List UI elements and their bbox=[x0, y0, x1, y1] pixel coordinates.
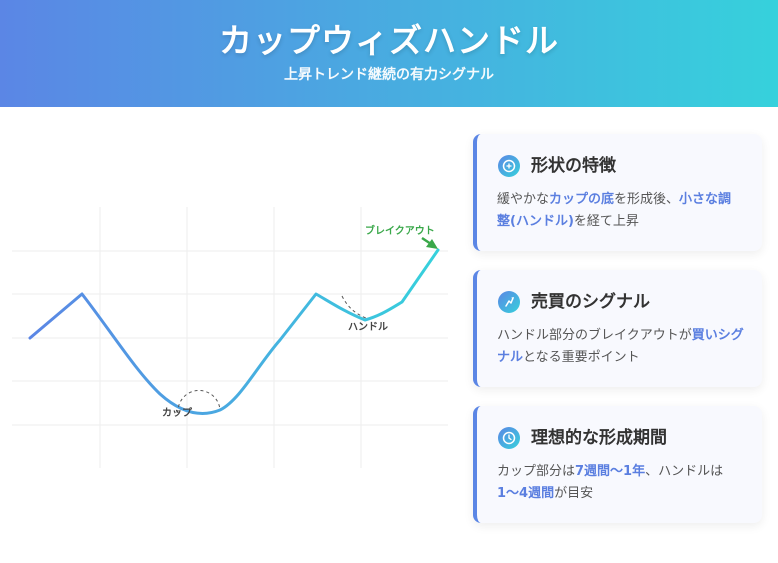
card-highlight: 小さな調整(ハンドル) bbox=[497, 192, 732, 229]
handle-arc bbox=[341, 295, 367, 319]
page-header: カップウィズハンドル 上昇トレンド継続の有力シグナル bbox=[0, 0, 778, 107]
signal-icon bbox=[498, 291, 520, 313]
card-highlight: 買いシグナル bbox=[497, 328, 744, 365]
page-title: カップウィズハンドル bbox=[219, 21, 559, 60]
card-text: ハンドル部分のブレイクアウトが bbox=[497, 328, 692, 343]
card-highlight: 7週間〜1年 bbox=[575, 464, 646, 479]
card-highlight: カップの底 bbox=[549, 192, 615, 207]
card-text: を経て上昇 bbox=[573, 214, 639, 229]
clock-icon bbox=[498, 427, 520, 449]
card-text: を形成後、 bbox=[614, 192, 680, 207]
cup-with-handle-diagram: ブレイクアウト ハンドル カップ bbox=[0, 107, 460, 559]
card-title: 売買のシグナル bbox=[531, 292, 650, 312]
card-text: 緩やかな bbox=[497, 192, 550, 207]
breakout-arrowhead bbox=[426, 239, 438, 249]
target-icon bbox=[498, 155, 520, 177]
page-subtitle: 上昇トレンド継続の有力シグナル bbox=[284, 67, 494, 83]
card-body: カップ部分は7週間〜1年、ハンドルは 1〜4週間が目安 bbox=[497, 461, 744, 505]
card-title: 理想的な形成期間 bbox=[531, 428, 667, 448]
card-shape-features: 形状の特徴 緩やかなカップの底を形成後、小さな調整(ハンドル)を経て上昇 bbox=[473, 134, 762, 251]
cup-label: カップ bbox=[162, 406, 193, 419]
card-body: 緩やかなカップの底を形成後、小さな調整(ハンドル)を経て上昇 bbox=[497, 189, 744, 233]
price-line bbox=[28, 248, 440, 415]
card-text: カップ部分は bbox=[497, 464, 576, 479]
cup-arc bbox=[177, 390, 221, 414]
card-body: ハンドル部分のブレイクアウトが買いシグナルとなる重要ポイント bbox=[497, 325, 744, 369]
card-text: が目安 bbox=[554, 486, 594, 501]
handle-label: ハンドル bbox=[348, 321, 388, 333]
card-highlight: 1〜4週間 bbox=[497, 486, 555, 501]
grid bbox=[12, 207, 448, 468]
card-text: となる重要ポイント bbox=[523, 350, 640, 365]
diagram-svg: ブレイクアウト ハンドル カップ bbox=[12, 207, 448, 468]
card-text: 、ハンドルは bbox=[645, 464, 724, 479]
card-formation-period: 理想的な形成期間 カップ部分は7週間〜1年、ハンドルは 1〜4週間が目安 bbox=[473, 406, 762, 523]
card-trade-signal: 売買のシグナル ハンドル部分のブレイクアウトが買いシグナルとなる重要ポイント bbox=[473, 270, 762, 387]
breakout-label: ブレイクアウト bbox=[365, 224, 435, 237]
card-title: 形状の特徴 bbox=[531, 156, 616, 176]
